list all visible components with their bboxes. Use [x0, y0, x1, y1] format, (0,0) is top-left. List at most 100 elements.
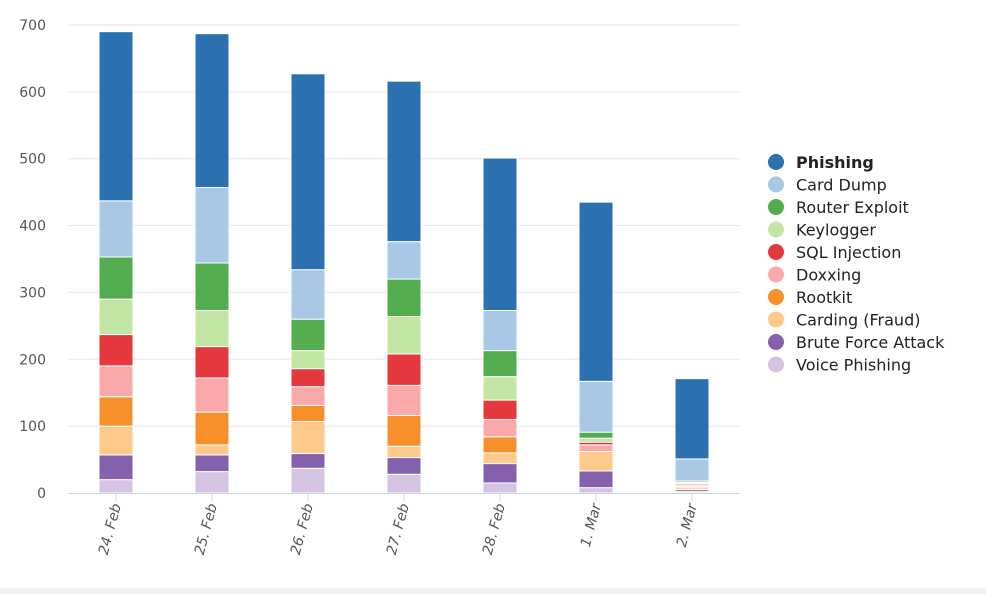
- bar-segment-card-dump[interactable]: [290, 269, 326, 320]
- legend-marker: [768, 199, 784, 215]
- x-tick-label: 26. Feb: [288, 502, 317, 557]
- bar-segment-phishing[interactable]: [386, 80, 422, 243]
- legend-label: Keylogger: [796, 221, 876, 240]
- legend-item[interactable]: SQL Injection: [768, 243, 901, 262]
- legend-marker: [768, 334, 784, 350]
- bar-segment-phishing[interactable]: [194, 33, 230, 188]
- legend-item[interactable]: Voice Phishing: [768, 356, 911, 375]
- x-tick-label: 24. Feb: [96, 502, 125, 557]
- bar-segment-card-dump[interactable]: [386, 241, 422, 280]
- bar-segment-brute-force-attack[interactable]: [386, 457, 422, 475]
- y-tick-label: 100: [19, 419, 46, 435]
- legend-item[interactable]: Brute Force Attack: [768, 333, 945, 352]
- bar-segment-keylogger[interactable]: [290, 350, 326, 370]
- legend-label: SQL Injection: [796, 243, 901, 262]
- bar-segment-voice-phishing[interactable]: [98, 479, 134, 494]
- legend-marker: [768, 356, 784, 373]
- bar-segment-carding-fraud[interactable]: [290, 420, 326, 455]
- bar-segment-router-exploit[interactable]: [290, 318, 326, 352]
- legend-marker: [768, 289, 784, 305]
- legend-item[interactable]: Rootkit: [768, 288, 852, 307]
- bar-segment-router-exploit[interactable]: [482, 350, 518, 378]
- bar-segment-sql-injection[interactable]: [386, 353, 422, 386]
- bar-segment-doxxing[interactable]: [578, 444, 614, 453]
- legend-item[interactable]: Doxxing: [768, 266, 861, 285]
- legend-marker: [768, 176, 784, 193]
- bar-segment-keylogger[interactable]: [386, 315, 422, 355]
- bar-segment-brute-force-attack[interactable]: [482, 463, 518, 484]
- bar-segment-rootkit[interactable]: [194, 411, 230, 446]
- bar-segment-doxxing[interactable]: [98, 365, 134, 398]
- bar-segment-doxxing[interactable]: [290, 386, 326, 406]
- y-tick-label: 600: [19, 85, 46, 101]
- bar-segment-rootkit[interactable]: [386, 414, 422, 447]
- legend-marker: [768, 266, 784, 283]
- y-tick-label: 0: [37, 486, 46, 502]
- x-tick-label: 25. Feb: [192, 502, 221, 557]
- y-tick-label: 300: [19, 285, 46, 301]
- legend-label: Brute Force Attack: [796, 333, 945, 352]
- bar-segment-card-dump[interactable]: [482, 309, 518, 352]
- legend-label: Voice Phishing: [796, 356, 911, 375]
- bar-segment-keylogger[interactable]: [482, 376, 518, 401]
- bar-segment-router-exploit[interactable]: [98, 256, 134, 300]
- bar-segment-brute-force-attack[interactable]: [194, 454, 230, 473]
- bar-segment-voice-phishing[interactable]: [578, 487, 614, 494]
- legend-item[interactable]: Card Dump: [768, 176, 887, 195]
- y-tick-label: 500: [19, 152, 46, 168]
- bar-segment-sql-injection[interactable]: [98, 334, 134, 367]
- x-tick-label: 2. Mar: [674, 501, 701, 549]
- bar-segment-rootkit[interactable]: [290, 404, 326, 422]
- legend-item[interactable]: Carding (Fraud): [768, 311, 920, 330]
- legend-marker: [768, 311, 784, 328]
- x-tick-label: 28. Feb: [480, 502, 509, 557]
- bar-segment-carding-fraud[interactable]: [482, 452, 518, 465]
- bar-segment-sql-injection[interactable]: [482, 399, 518, 420]
- bar-segment-phishing[interactable]: [98, 31, 134, 202]
- bar-segment-carding-fraud[interactable]: [386, 445, 422, 459]
- bar-segment-carding-fraud[interactable]: [98, 425, 134, 456]
- bar-segment-voice-phishing[interactable]: [482, 482, 518, 494]
- y-axis: 0 100 200 300 400 500 600 700: [19, 18, 46, 502]
- bar-segment-phishing[interactable]: [674, 378, 710, 460]
- bar-segment-voice-phishing[interactable]: [194, 471, 230, 494]
- bar-segment-phishing[interactable]: [578, 201, 614, 382]
- legend-item[interactable]: Phishing: [768, 153, 874, 172]
- bar-segment-rootkit[interactable]: [98, 396, 134, 427]
- bar-segment-voice-phishing[interactable]: [290, 467, 326, 494]
- legend-label: Card Dump: [796, 176, 887, 195]
- bar-segment-card-dump[interactable]: [674, 458, 710, 482]
- bar-segment-doxxing[interactable]: [482, 418, 518, 438]
- bar-segment-brute-force-attack[interactable]: [290, 453, 326, 469]
- bar-segment-sql-injection[interactable]: [194, 346, 230, 379]
- bar-segment-voice-phishing[interactable]: [386, 473, 422, 494]
- bar-segment-keylogger[interactable]: [194, 309, 230, 348]
- legend-label: Phishing: [796, 153, 874, 172]
- bar-segment-sql-injection[interactable]: [290, 368, 326, 388]
- bar-segment-keylogger[interactable]: [98, 298, 134, 336]
- legend-item[interactable]: Keylogger: [768, 221, 876, 240]
- bar-segment-phishing[interactable]: [290, 73, 326, 271]
- bar-segment-doxxing[interactable]: [194, 377, 230, 413]
- bar-segment-card-dump[interactable]: [194, 186, 230, 264]
- bar-segment-doxxing[interactable]: [386, 384, 422, 416]
- bar-segment-router-exploit[interactable]: [386, 278, 422, 317]
- bar-segment-keylogger[interactable]: [578, 437, 614, 443]
- bar-segment-brute-force-attack[interactable]: [578, 470, 614, 489]
- bar-segment-carding-fraud[interactable]: [578, 451, 614, 472]
- bar-segment-phishing[interactable]: [482, 157, 518, 311]
- bar-segment-carding-fraud[interactable]: [194, 444, 230, 456]
- bar-segment-rootkit[interactable]: [482, 436, 518, 454]
- bar-segment-card-dump[interactable]: [578, 380, 614, 433]
- bar-segment-brute-force-attack[interactable]: [98, 454, 134, 481]
- bar-segment-card-dump[interactable]: [98, 200, 134, 258]
- legend[interactable]: Phishing Card Dump Router Exploit Keylogger…: [768, 153, 945, 375]
- bar-segment-router-exploit[interactable]: [578, 431, 614, 439]
- bar-segment-router-exploit[interactable]: [194, 262, 230, 311]
- legend-label: Doxxing: [796, 266, 861, 285]
- legend-item[interactable]: Router Exploit: [768, 198, 909, 217]
- bars: [98, 31, 710, 494]
- legend-label: Carding (Fraud): [796, 311, 920, 330]
